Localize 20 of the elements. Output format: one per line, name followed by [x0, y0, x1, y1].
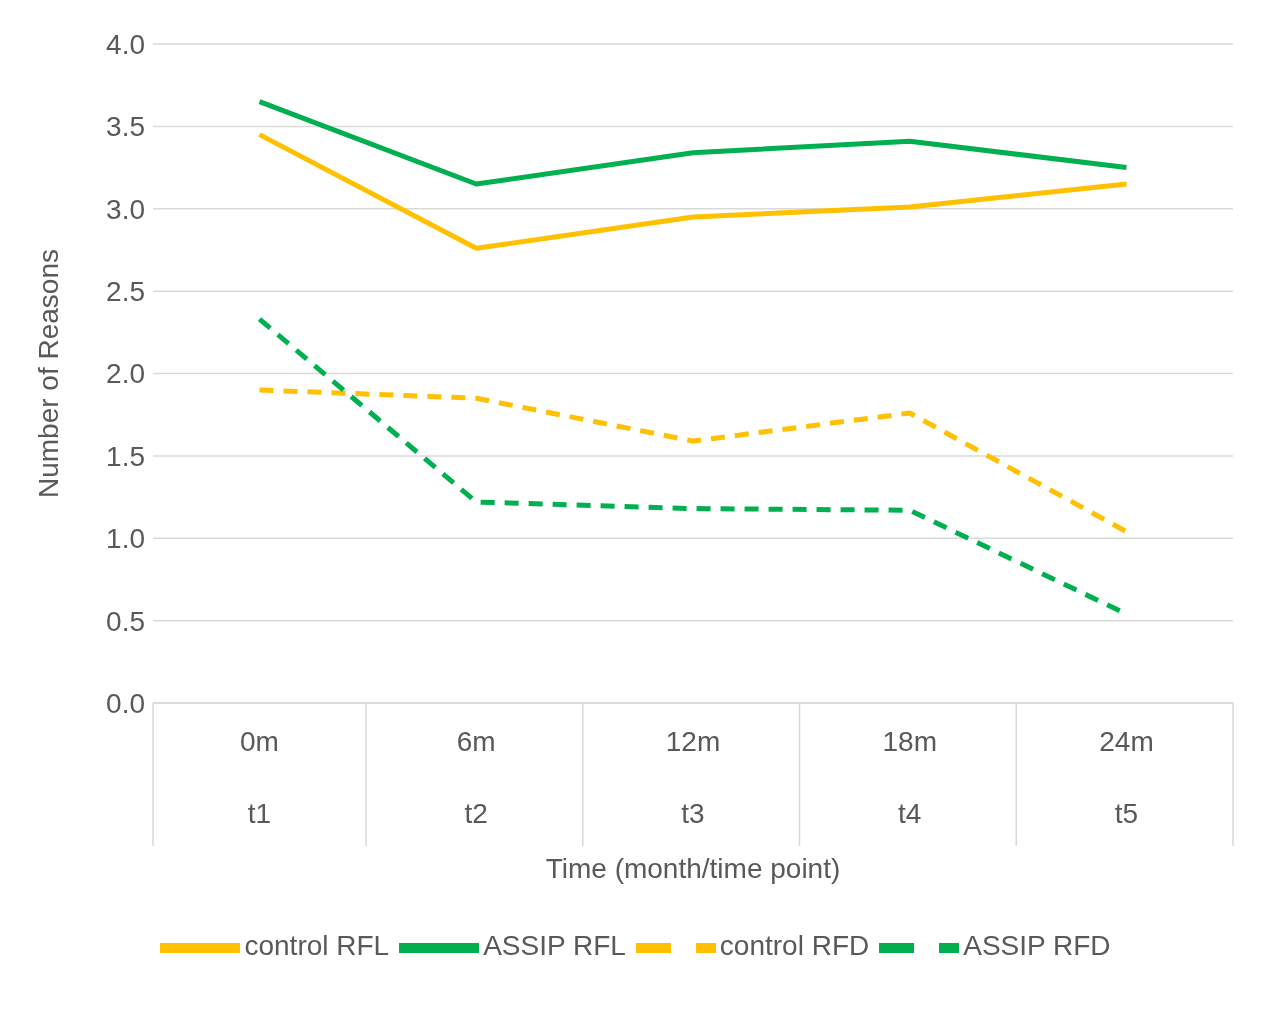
category-label: 6m t2 — [456, 726, 496, 829]
y-tick-label: 2.0 — [106, 358, 145, 390]
y-axis-title: Number of Reasons — [32, 248, 64, 499]
category-label: 18m t4 — [882, 726, 937, 829]
legend-label: control RFD — [719, 930, 870, 962]
category-label: 24m t5 — [1099, 726, 1154, 829]
legend-label: ASSIP RFL — [483, 930, 626, 962]
y-tick-label: 2.5 — [106, 276, 145, 308]
y-tick-label: 1.0 — [106, 523, 145, 555]
y-tick-label: 1.5 — [106, 440, 145, 472]
category-label: 0m t1 — [240, 726, 279, 829]
category-label: 12m t3 — [665, 726, 721, 829]
y-tick-label: 0.5 — [106, 605, 145, 637]
x-axis-title: Time (month/time point) — [545, 853, 841, 884]
y-tick-label: 3.5 — [106, 111, 145, 143]
y-tick-label: 4.0 — [106, 28, 145, 60]
y-tick-label: 0.0 — [106, 687, 145, 719]
legend-label: ASSIP RFD — [963, 930, 1111, 962]
y-tick-label: 3.0 — [106, 193, 145, 225]
legend-label: control RFL — [244, 930, 390, 962]
